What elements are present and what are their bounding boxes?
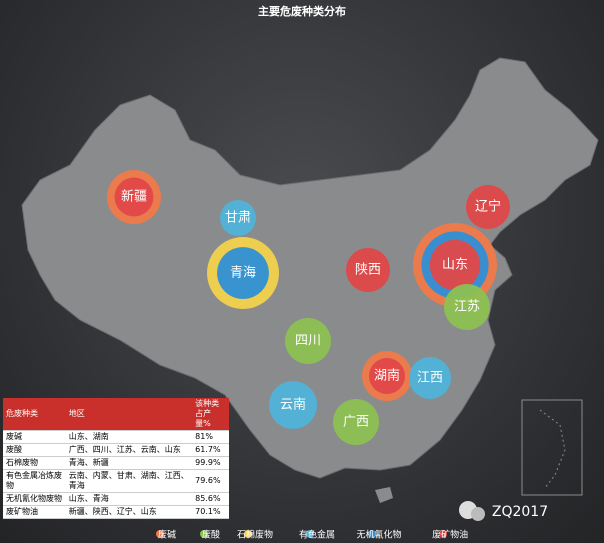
hainan: [375, 487, 393, 503]
marker-ring: [217, 247, 269, 299]
watermark: ZQ2017: [459, 501, 548, 521]
marker-ring: [285, 318, 331, 364]
inset-islands: [539, 409, 566, 489]
marker-label: 江苏: [454, 299, 480, 315]
marker-label: 湖南: [374, 368, 400, 384]
marker-label: 云南: [280, 397, 306, 413]
table-cell: 99.9%: [192, 456, 229, 470]
table-header: 危废种类 地区 该种类 占产量%: [3, 398, 229, 431]
summary-table: 危废种类 地区 该种类 占产量% 废碱 山东、湖南 81% 废酸 广西、四川、江苏、云南、…: [3, 398, 229, 519]
marker-ring: [220, 200, 256, 236]
header-cell: 危废种类: [3, 398, 66, 431]
marker-ring: [114, 177, 154, 217]
marker-label: 新疆: [121, 189, 147, 205]
table-row: 废碱 山东、湖南 81%: [3, 430, 229, 444]
legend-dot: [200, 530, 209, 538]
marker-label: 甘肃: [225, 211, 251, 226]
marker-ring: [429, 239, 481, 291]
table-cell: 新疆、陕西、辽宁、山东: [65, 505, 193, 519]
header-text: 该种类: [195, 399, 220, 408]
legend-dot: [368, 530, 377, 538]
table-cell: 山东、湖南: [65, 430, 193, 444]
header-cell: 该种类 占产量%: [192, 398, 229, 431]
table-row: 有色金属冶炼废物 云南、内蒙、甘肃、湖南、江西、青海 79.6%: [3, 469, 229, 493]
marker-label: 广西: [343, 415, 369, 430]
legend-dot: [439, 530, 448, 538]
wechat-icon: [471, 507, 485, 521]
table-cell: 广西、四川、江苏、云南、山东: [65, 443, 193, 457]
legend-dot: [244, 530, 253, 538]
marker-label: 陕西: [355, 263, 381, 278]
marker-label: 四川: [295, 334, 321, 349]
south-sea-inset: [521, 399, 583, 496]
legend-label: 无机氰化物: [357, 529, 402, 541]
marker-label: 江西: [417, 371, 443, 386]
table-cell: 废酸: [3, 443, 66, 457]
legend-dot: [306, 530, 315, 538]
marker-ring: [409, 357, 451, 399]
table-cell: 石棉废物: [3, 456, 66, 470]
table-cell: 无机氰化物废物: [3, 492, 66, 506]
legend-label: 废碱: [158, 529, 176, 541]
table-cell: 有色金属冶炼废物: [3, 469, 66, 493]
marker-label: 辽宁: [475, 199, 501, 215]
marker-ring: [369, 358, 405, 394]
legend: 废碱 废酸 石棉废物 有色金属 无机氰化物 废矿物油: [156, 529, 468, 541]
table-row: 废矿物油 新疆、陕西、辽宁、山东 70.1%: [3, 505, 229, 519]
table-cell: 山东、青海: [65, 492, 193, 506]
header-cell: 地区: [65, 398, 193, 431]
header-text: 占产量%: [195, 409, 212, 428]
marker-label: 青海: [230, 266, 256, 281]
legend-label: 石棉废物: [237, 529, 273, 541]
table-cell: 废矿物油: [3, 505, 66, 519]
table-cell: 79.6%: [192, 469, 229, 493]
watermark-text: ZQ2017: [492, 504, 548, 520]
table-cell: 云南、内蒙、甘肃、湖南、江西、青海: [65, 469, 193, 493]
table-cell: 废碱: [3, 430, 66, 444]
marker-label: 山东: [442, 258, 468, 273]
table-row: 石棉废物 青海、新疆 99.9%: [3, 456, 229, 470]
marker-ring: [466, 185, 510, 229]
marker-ring: [269, 381, 317, 429]
legend-label: 有色金属: [299, 529, 335, 541]
marker-ring: [444, 284, 490, 330]
legend-label: 废酸: [202, 529, 220, 541]
legend-label: 废矿物油: [432, 529, 468, 541]
table-row: 无机氰化物废物 山东、青海 85.6%: [3, 492, 229, 506]
table-cell: 85.6%: [192, 492, 229, 506]
legend-dot: [156, 530, 164, 538]
marker-ring: [346, 248, 390, 292]
table-cell: 青海、新疆: [65, 456, 193, 470]
table-cell: 61.7%: [192, 443, 229, 457]
china-outline: [21, 57, 599, 479]
table-cell: 70.1%: [192, 505, 229, 519]
table-cell: 81%: [192, 430, 229, 444]
marker-ring: [333, 399, 379, 445]
table-row: 废酸 广西、四川、江苏、云南、山东 61.7%: [3, 443, 229, 457]
title: 主要危废种类分布: [258, 4, 346, 18]
